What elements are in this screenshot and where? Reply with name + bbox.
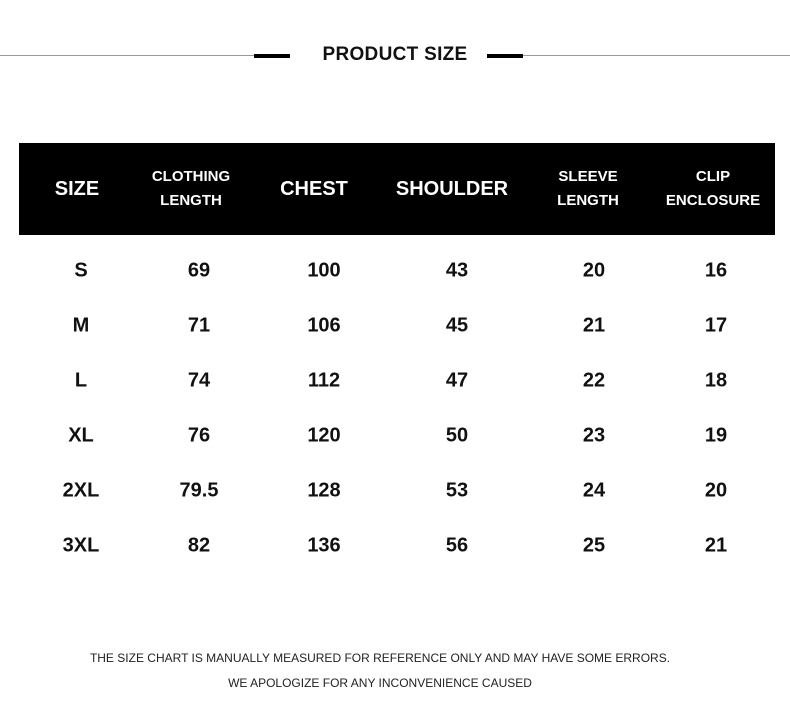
measurement-cell: 100 <box>307 259 341 282</box>
header-clothing-length: CLOTHING LENGTH <box>151 168 231 209</box>
measurement-cell: 25 <box>582 534 606 557</box>
measurement-cell: 22 <box>582 369 606 392</box>
header-shoulder: SHOULDER <box>395 177 509 200</box>
title-rule-right <box>523 55 790 56</box>
title-dash-right <box>487 54 523 58</box>
measurement-cell: 53 <box>445 479 469 502</box>
size-label-cell: L <box>74 369 88 392</box>
measurement-cell: 47 <box>445 369 469 392</box>
measurement-cell: 128 <box>307 479 341 502</box>
measurement-cell: 69 <box>187 259 211 282</box>
title-dash-left <box>254 54 290 58</box>
apology-note: WE APOLOGIZE FOR ANY INCONVENIENCE CAUSE… <box>228 676 532 690</box>
page-title: PRODUCT SIZE <box>322 44 468 65</box>
measurement-cell: 76 <box>187 424 211 447</box>
measurement-cell: 112 <box>307 369 341 392</box>
title-rule-left <box>0 55 254 56</box>
measurement-cell: 71 <box>187 314 211 337</box>
size-label-cell: M <box>72 314 90 337</box>
measurement-cell: 21 <box>582 314 606 337</box>
measurement-cell: 24 <box>582 479 606 502</box>
measurement-cell: 19 <box>704 424 728 447</box>
size-label-cell: XL <box>68 424 94 447</box>
measurement-cell: 43 <box>445 259 469 282</box>
measurement-cell: 136 <box>307 534 341 557</box>
header-sleeve-length: SLEEVE LENGTH <box>557 168 619 209</box>
measurement-cell: 106 <box>307 314 341 337</box>
measurement-cell: 17 <box>704 314 728 337</box>
header-chest: CHEST <box>280 177 348 200</box>
measurement-cell: 50 <box>445 424 469 447</box>
measurement-cell: 18 <box>704 369 728 392</box>
table-header: SIZE CLOTHING LENGTH CHEST SHOULDER SLEE… <box>19 143 775 235</box>
measurement-cell: 56 <box>445 534 469 557</box>
measurement-cell: 120 <box>307 424 341 447</box>
disclaimer-note: THE SIZE CHART IS MANUALLY MEASURED FOR … <box>89 651 671 665</box>
measurement-cell: 79.5 <box>179 479 219 502</box>
measurement-cell: 16 <box>704 259 728 282</box>
header-clip-enclosure: CLIP ENCLOSURE <box>665 168 761 209</box>
size-label-cell: 2XL <box>62 479 100 502</box>
measurement-cell: 20 <box>582 259 606 282</box>
measurement-cell: 45 <box>445 314 469 337</box>
measurement-cell: 23 <box>582 424 606 447</box>
size-label-cell: 3XL <box>62 534 100 557</box>
header-size: SIZE <box>54 177 100 200</box>
measurement-cell: 82 <box>187 534 211 557</box>
size-label-cell: S <box>74 259 88 282</box>
measurement-cell: 21 <box>704 534 728 557</box>
measurement-cell: 74 <box>187 369 211 392</box>
measurement-cell: 20 <box>704 479 728 502</box>
